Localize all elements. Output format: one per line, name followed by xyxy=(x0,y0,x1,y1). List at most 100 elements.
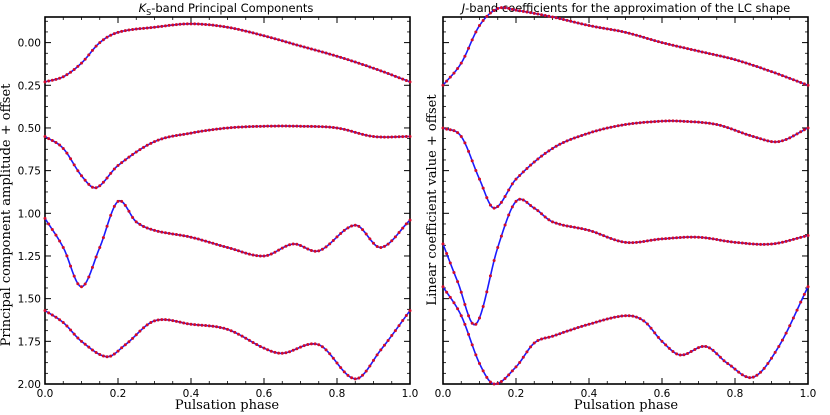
data-point-C4 xyxy=(536,339,540,343)
data-point-C1 xyxy=(627,31,631,35)
data-point-C2 xyxy=(737,130,741,134)
data-point-PC4 xyxy=(353,377,357,381)
data-point-C2 xyxy=(609,125,613,129)
data-point-C4 xyxy=(726,362,730,366)
data-point-C4 xyxy=(733,367,737,371)
data-point-C1 xyxy=(780,74,784,78)
data-point-PC1 xyxy=(390,73,394,77)
data-point-PC4 xyxy=(207,324,211,328)
data-point-C4 xyxy=(598,319,602,323)
data-point-PC2 xyxy=(72,163,76,167)
data-point-PC1 xyxy=(229,26,233,30)
data-point-C4 xyxy=(784,331,788,335)
data-point-C3 xyxy=(532,206,536,210)
data-point-C3 xyxy=(664,237,668,241)
data-point-C4 xyxy=(558,332,562,336)
data-point-PC1 xyxy=(306,46,310,50)
data-point-C3 xyxy=(488,274,492,278)
data-point-C3 xyxy=(536,209,540,213)
data-point-C4 xyxy=(704,344,708,348)
data-point-PC1 xyxy=(295,43,299,47)
data-point-PC2 xyxy=(149,141,153,145)
data-point-PC4 xyxy=(291,348,295,352)
data-point-PC4 xyxy=(105,355,109,359)
y-tick-label: 0.50 xyxy=(18,123,41,135)
data-point-PC4 xyxy=(277,351,281,355)
series-line-PC3 xyxy=(44,199,411,288)
data-point-PC3 xyxy=(153,228,156,232)
data-point-C2 xyxy=(540,154,544,158)
data-point-C4 xyxy=(799,300,803,304)
data-point-C4 xyxy=(569,328,573,332)
data-point-PC4 xyxy=(58,318,62,322)
data-point-PC4 xyxy=(324,348,328,352)
data-point-C4 xyxy=(766,362,770,366)
data-point-C2 xyxy=(445,127,449,131)
data-point-C3 xyxy=(616,239,620,243)
data-point-PC3 xyxy=(284,244,288,248)
data-point-PC2 xyxy=(178,133,182,137)
data-point-C2 xyxy=(518,173,522,177)
data-point-C4 xyxy=(459,314,463,318)
data-point-PC4 xyxy=(101,354,105,358)
y-tick-label: 1.25 xyxy=(18,251,41,263)
data-point-PC3 xyxy=(251,253,255,257)
data-point-C3 xyxy=(445,252,449,256)
data-point-PC3 xyxy=(69,264,73,268)
data-point-PC3 xyxy=(87,275,91,279)
data-point-C2 xyxy=(580,133,584,137)
data-point-PC2 xyxy=(401,135,405,139)
data-point-PC2 xyxy=(145,143,149,147)
data-point-PC3 xyxy=(393,235,397,239)
data-point-C2 xyxy=(697,120,700,124)
data-point-PC4 xyxy=(328,352,332,356)
data-point-C2 xyxy=(525,166,529,170)
data-point-PC2 xyxy=(204,129,208,133)
data-point-C2 xyxy=(671,119,675,123)
data-point-C2 xyxy=(718,123,722,127)
data-point-PC2 xyxy=(277,124,281,128)
data-point-PC3 xyxy=(193,236,197,240)
data-point-C2 xyxy=(627,122,631,126)
data-point-PC2 xyxy=(207,128,211,132)
data-point-C4 xyxy=(478,362,481,366)
data-point-PC4 xyxy=(342,370,346,374)
data-point-PC4 xyxy=(397,324,401,328)
data-point-C3 xyxy=(572,225,576,229)
data-point-C1 xyxy=(547,14,551,18)
data-point-PC2 xyxy=(50,139,54,143)
data-point-PC4 xyxy=(379,348,383,352)
data-point-C3 xyxy=(726,239,730,243)
data-point-PC2 xyxy=(65,151,69,155)
data-point-PC3 xyxy=(266,253,270,257)
data-point-C2 xyxy=(488,203,492,207)
data-point-PC2 xyxy=(101,180,105,184)
data-point-C2 xyxy=(707,121,711,125)
data-point-C4 xyxy=(587,322,591,326)
data-point-PC2 xyxy=(324,125,328,129)
data-point-PC4 xyxy=(269,349,273,353)
data-point-PC3 xyxy=(236,249,240,253)
data-point-C3 xyxy=(704,236,708,240)
data-point-PC2 xyxy=(346,128,350,132)
data-point-C2 xyxy=(467,149,471,153)
data-point-C4 xyxy=(474,353,478,357)
data-point-C1 xyxy=(543,13,547,17)
data-point-C2 xyxy=(551,146,554,150)
data-point-PC4 xyxy=(138,329,142,333)
data-point-C2 xyxy=(645,120,649,124)
data-point-C2 xyxy=(806,126,810,130)
data-point-PC1 xyxy=(120,29,124,33)
data-point-C4 xyxy=(795,308,799,312)
data-point-C2 xyxy=(711,122,715,126)
data-point-PC3 xyxy=(368,237,372,241)
data-point-C1 xyxy=(784,75,788,79)
data-point-PC2 xyxy=(138,148,142,152)
data-point-PC3 xyxy=(386,242,390,246)
data-point-PC2 xyxy=(255,124,259,128)
data-point-C2 xyxy=(634,121,638,125)
data-point-C3 xyxy=(707,236,711,240)
data-point-C1 xyxy=(521,9,525,13)
data-point-C4 xyxy=(561,330,565,334)
data-point-C4 xyxy=(678,353,682,357)
